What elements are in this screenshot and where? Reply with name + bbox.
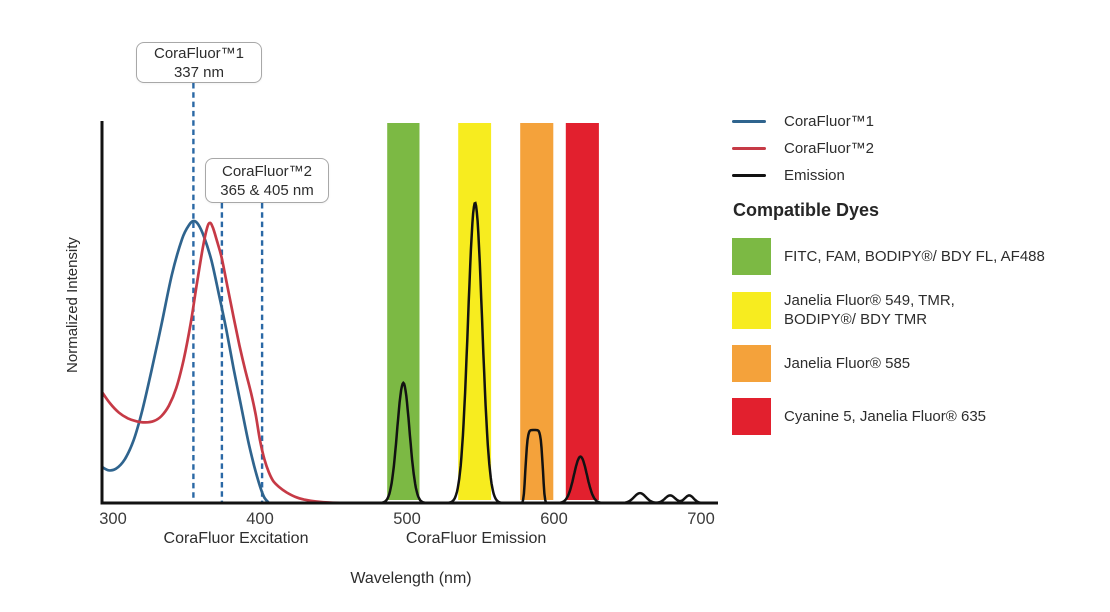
filter-band-red (565, 123, 599, 500)
annotation-value: 365 & 405 nm (220, 181, 314, 199)
filter-band-orange (520, 123, 554, 500)
annotation-title: CoraFluor™1 (153, 44, 245, 62)
legend-item-label: CoraFluor™2 (784, 139, 875, 157)
compatible-dyes-list: FITC, FAM, BODIPY®/ BDY FL, AF488 Janeli… (732, 238, 1045, 435)
legend-item-label: CoraFluor™1 (784, 112, 875, 130)
dye-color-swatch (732, 291, 771, 329)
legend-line-swatch (732, 146, 766, 150)
excitation-curve-1 (100, 219, 272, 505)
filter-band-green (387, 123, 420, 500)
x-tick-label-300: 300 (99, 510, 127, 528)
dye-color-swatch (732, 345, 771, 382)
x-axis-group-label-1: CoraFluor Excitation (164, 530, 309, 547)
dye-item-label: FITC, FAM, BODIPY®/ BDY FL, AF488 (784, 248, 1045, 265)
dye-item-label: Janelia Fluor® 585 (784, 355, 911, 372)
legend-item-corafluor2: CoraFluor™2 (732, 139, 874, 157)
annotation-box-corafluor1: CoraFluor™1 337 nm (136, 42, 262, 83)
x-tick-label-400: 400 (246, 510, 274, 528)
annotation-value: 337 nm (173, 63, 225, 81)
legend: CoraFluor™1 CoraFluor™2 Emission (732, 112, 874, 184)
dye-item-label: Janelia Fluor® 549, TMR, BODIPY®/ BDY TM… (784, 292, 955, 328)
legend-item-emission: Emission (732, 166, 874, 184)
dye-item-red: Cyanine 5, Janelia Fluor® 635 (732, 398, 1045, 435)
x-tick-label-500: 500 (393, 510, 421, 528)
legend-item-label: Emission (784, 166, 845, 184)
annotation-box-corafluor2: CoraFluor™2 365 & 405 nm (205, 158, 329, 203)
x-tick-label-600: 600 (540, 510, 568, 528)
x-tick-label-700: 700 (687, 510, 715, 528)
dye-item-label: Cyanine 5, Janelia Fluor® 635 (784, 408, 987, 425)
x-axis-title: Wavelength (nm) (350, 570, 471, 587)
legend-line-swatch (732, 173, 766, 177)
y-axis-title: Normalized Intensity (64, 237, 81, 373)
annotation-title: CoraFluor™2 (221, 162, 313, 180)
dye-item-orange: Janelia Fluor® 585 (732, 345, 1045, 382)
x-axis-group-label-2: CoraFluor Emission (406, 530, 546, 547)
axes (100, 121, 718, 505)
excitation-curve-2 (100, 221, 353, 505)
compatible-dyes-heading: Compatible Dyes (733, 200, 880, 220)
legend-item-corafluor1: CoraFluor™1 (732, 112, 874, 130)
dye-item-green: FITC, FAM, BODIPY®/ BDY FL, AF488 (732, 238, 1045, 275)
dye-item-yellow: Janelia Fluor® 549, TMR, BODIPY®/ BDY TM… (732, 291, 1045, 329)
dye-color-swatch (732, 398, 771, 435)
dye-color-swatch (732, 238, 771, 275)
legend-line-swatch (732, 119, 766, 123)
